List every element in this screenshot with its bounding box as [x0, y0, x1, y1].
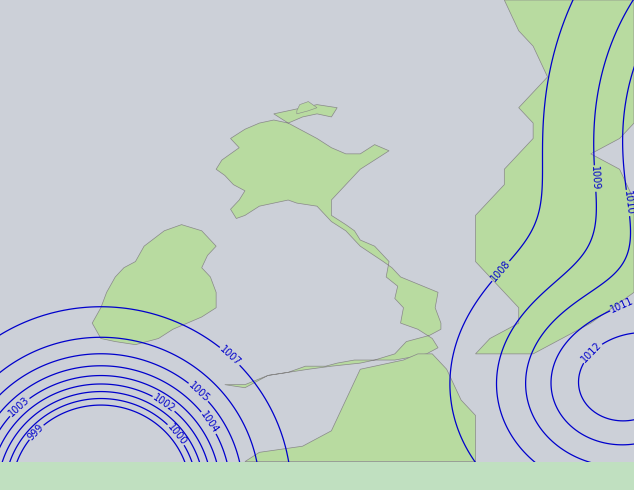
Text: 1005: 1005 [186, 380, 211, 404]
Text: 1001: 1001 [0, 470, 4, 490]
Text: 999: 999 [26, 422, 46, 442]
Polygon shape [92, 224, 216, 344]
Text: 1004: 1004 [198, 410, 220, 436]
Text: 1000: 1000 [165, 422, 188, 447]
Polygon shape [476, 0, 634, 354]
Text: 1012: 1012 [579, 340, 604, 365]
Text: Surface pressure [hPa] UK-Global: Surface pressure [hPa] UK-Global [3, 471, 231, 484]
Polygon shape [216, 105, 441, 388]
Text: 1007: 1007 [217, 344, 243, 368]
Polygon shape [297, 101, 317, 114]
Text: 1011: 1011 [609, 296, 634, 315]
Text: 1002: 1002 [151, 392, 177, 414]
Text: 1003: 1003 [7, 395, 32, 419]
Text: Sa 04-05-2024 12:00 UTC (12+72): Sa 04-05-2024 12:00 UTC (12+72) [410, 471, 631, 484]
Polygon shape [245, 354, 476, 462]
Text: 1008: 1008 [489, 259, 512, 284]
Text: 1010: 1010 [621, 190, 634, 216]
Text: 1009: 1009 [590, 166, 601, 191]
